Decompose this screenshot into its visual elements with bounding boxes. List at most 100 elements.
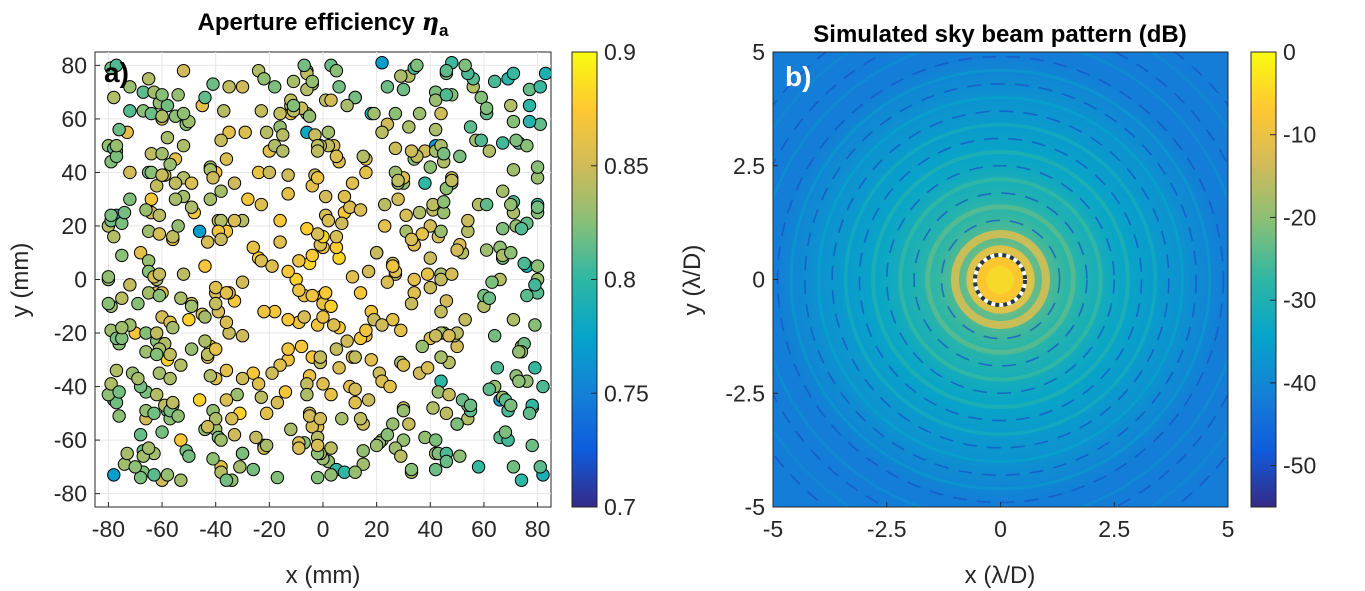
efficiency-point — [206, 77, 220, 91]
efficiency-point — [396, 403, 411, 418]
efficiency-point — [222, 80, 236, 94]
efficiency-point — [353, 203, 368, 217]
efficiency-point — [423, 280, 437, 295]
efficiency-point — [504, 197, 518, 212]
efficiency-point — [485, 275, 499, 289]
efficiency-point — [402, 417, 416, 431]
efficiency-point — [174, 358, 188, 372]
efficiency-point — [268, 80, 282, 94]
efficiency-point — [522, 98, 537, 113]
efficiency-point — [168, 192, 183, 206]
efficiency-point — [152, 267, 167, 281]
efficiency-point — [498, 425, 513, 439]
colorbar-tick-label: 0.9 — [604, 39, 636, 65]
y-tick-label: -5 — [745, 494, 765, 520]
efficiency-point — [428, 433, 443, 447]
efficiency-point — [377, 219, 392, 233]
efficiency-point — [115, 320, 129, 335]
efficiency-point — [407, 272, 421, 287]
panel-a-title: Aperture efficiency ηa — [198, 7, 450, 40]
efficiency-point — [410, 58, 424, 73]
efficiency-point — [538, 66, 551, 81]
efficiency-point — [209, 342, 223, 356]
panel-b: Simulated sky beam pattern (dB) -5 -2.5 0 2… — [679, 21, 1316, 589]
efficiency-point — [235, 80, 250, 94]
efficiency-point — [316, 310, 330, 324]
efficiency-point — [316, 377, 330, 391]
efficiency-point — [361, 264, 376, 279]
efficiency-point — [512, 345, 526, 359]
efficiency-point — [155, 425, 169, 439]
efficiency-point — [259, 406, 274, 421]
efficiency-point — [329, 342, 344, 356]
efficiency-point — [117, 205, 132, 220]
efficiency-point — [353, 411, 368, 426]
efficiency-point — [348, 465, 362, 479]
efficiency-point — [147, 468, 161, 482]
efficiency-point — [160, 98, 175, 113]
efficiency-point — [506, 66, 521, 81]
null-ring — [858, 137, 1143, 422]
efficiency-point — [453, 149, 467, 164]
efficiency-point — [487, 329, 502, 343]
efficiency-point — [238, 125, 252, 139]
efficiency-point — [246, 462, 260, 477]
panel-b-xlabel: x (λ/D) — [965, 562, 1036, 589]
efficiency-point — [439, 406, 454, 421]
panel-a-y-ticks: -80 -60 -40 -20 0 20 40 60 80 — [54, 52, 100, 507]
efficiency-point — [490, 361, 505, 375]
efficiency-point — [149, 179, 164, 193]
efficiency-point — [305, 248, 319, 263]
y-tick-label: -60 — [54, 427, 87, 453]
y-tick-label: 2.5 — [733, 153, 765, 179]
colorbar-tick-label: 0.7 — [604, 494, 636, 520]
efficiency-point — [259, 438, 274, 453]
x-tick-label: 80 — [525, 516, 551, 542]
efficiency-point — [353, 286, 368, 300]
x-tick-label: -80 — [92, 516, 125, 542]
panel-a-title-text: Aperture efficiency — [198, 9, 416, 36]
efficiency-point — [203, 369, 218, 383]
efficiency-point — [528, 278, 542, 292]
efficiency-point — [437, 195, 451, 209]
efficiency-point — [383, 379, 397, 394]
efficiency-point — [348, 90, 362, 105]
efficiency-point — [160, 468, 175, 482]
efficiency-point — [273, 358, 287, 372]
efficiency-point — [292, 254, 306, 268]
efficiency-point — [356, 149, 370, 164]
colorbar-tick-label: 0.85 — [604, 153, 649, 179]
efficiency-point — [520, 138, 534, 153]
efficiency-point — [214, 433, 228, 447]
efficiency-point — [141, 72, 156, 86]
efficiency-point — [246, 240, 260, 255]
efficiency-point — [133, 470, 148, 485]
efficiency-point — [292, 283, 306, 297]
sidelobe-ring — [871, 150, 1130, 409]
colorbar-tick-label: 0.8 — [604, 267, 636, 293]
efficiency-point — [294, 339, 309, 354]
efficiency-point — [396, 433, 411, 447]
x-tick-label: -40 — [199, 516, 232, 542]
panel-a-xlabel: x (mm) — [286, 562, 361, 589]
panel-a-points — [101, 56, 551, 487]
efficiency-point — [522, 406, 537, 421]
efficiency-point — [345, 270, 360, 284]
efficiency-point — [442, 387, 456, 402]
efficiency-point — [506, 163, 521, 177]
efficiency-point — [482, 382, 497, 396]
efficiency-point — [168, 176, 183, 190]
panel-b-colorbar-ticks: 0 -10 -20 -30 -40 -50 — [1270, 39, 1316, 479]
efficiency-point — [420, 267, 435, 281]
x-tick-label: 40 — [417, 516, 443, 542]
efficiency-point — [361, 393, 376, 407]
efficiency-point — [364, 353, 378, 367]
colorbar-tick-label: -10 — [1283, 122, 1316, 148]
efficiency-point — [198, 90, 212, 105]
efficiency-point — [496, 221, 510, 236]
efficiency-point — [292, 441, 306, 455]
efficiency-point — [139, 203, 153, 217]
efficiency-point — [209, 280, 223, 295]
efficiency-point — [305, 288, 319, 303]
efficiency-point — [412, 205, 427, 220]
